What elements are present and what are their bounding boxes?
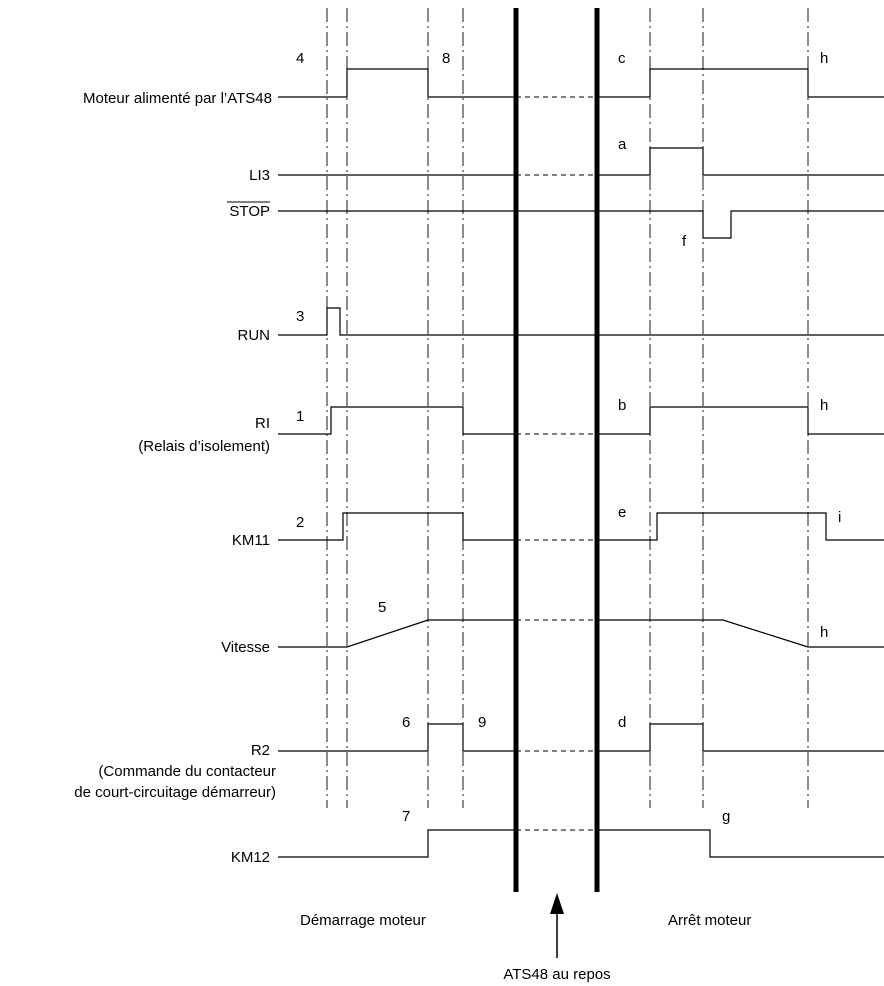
- phase-start-label: Démarrage moteur: [300, 912, 426, 929]
- label-run: RUN: [238, 327, 271, 344]
- marker-8: 8: [442, 50, 450, 67]
- wave-run: [278, 307, 884, 336]
- wave-moteur-stop: [597, 68, 884, 98]
- idle-arrow-icon: [550, 893, 564, 914]
- label-ri-sub: (Relais d’isolement): [138, 438, 270, 455]
- wave-li3-stop: [597, 147, 884, 176]
- marker-c: c: [618, 50, 626, 67]
- label-km12: KM12: [231, 849, 270, 866]
- event-markers: 4 8 c h a f 3 1 b h 2 e i 5 h 6 9 d 7 g: [296, 50, 841, 825]
- marker-4: 4: [296, 50, 304, 67]
- signal-labels: Moteur alimenté par l’ATS48 LI3 STOP RUN…: [74, 90, 276, 866]
- label-stop: STOP: [229, 203, 270, 220]
- marker-9: 9: [478, 714, 486, 731]
- wave-ri-start: [278, 406, 516, 435]
- wave-stop: [278, 210, 884, 239]
- marker-7: 7: [402, 808, 410, 825]
- wave-r2-start: [278, 723, 516, 752]
- marker-g: g: [722, 808, 730, 825]
- marker-d: d: [618, 714, 626, 731]
- waveforms: [278, 68, 884, 858]
- marker-5: 5: [378, 599, 386, 616]
- wave-r2-stop: [597, 723, 884, 752]
- marker-a: a: [618, 136, 627, 153]
- time-guides: [326, 8, 809, 808]
- marker-2: 2: [296, 514, 304, 531]
- wave-ri-stop: [597, 406, 884, 435]
- idle-separators: [513, 8, 600, 892]
- label-ri: RI: [255, 415, 270, 432]
- label-r2-sub1: (Commande du contacteur: [98, 763, 276, 780]
- phase-labels: Démarrage moteur Arrêt moteur ATS48 au r…: [300, 893, 751, 983]
- phase-idle-label: ATS48 au repos: [503, 966, 610, 983]
- phase-stop-label: Arrêt moteur: [668, 912, 751, 929]
- marker-h1: h: [820, 50, 828, 67]
- wave-km12-start: [278, 829, 516, 858]
- wave-vitesse-stop: [597, 619, 884, 648]
- idle-dashes: [516, 96, 597, 831]
- label-li3: LI3: [249, 167, 270, 184]
- marker-i: i: [838, 509, 841, 526]
- label-r2: R2: [251, 742, 270, 759]
- label-r2-sub2: de court-circuitage démarreur): [74, 784, 276, 801]
- wave-vitesse-start: [278, 619, 516, 648]
- label-km11: KM11: [232, 532, 270, 549]
- marker-h2: h: [820, 397, 828, 414]
- label-vitesse: Vitesse: [221, 639, 270, 656]
- marker-f: f: [682, 233, 687, 250]
- wave-km11-start: [278, 512, 516, 541]
- wave-km11-stop: [597, 512, 884, 541]
- marker-1: 1: [296, 408, 304, 425]
- marker-6: 6: [402, 714, 410, 731]
- wave-moteur-start: [278, 68, 516, 98]
- label-moteur: Moteur alimenté par l’ATS48: [83, 90, 272, 107]
- marker-e: e: [618, 504, 626, 521]
- marker-3: 3: [296, 308, 304, 325]
- wave-km12-stop: [597, 829, 884, 858]
- marker-h3: h: [820, 624, 828, 641]
- marker-b: b: [618, 397, 626, 414]
